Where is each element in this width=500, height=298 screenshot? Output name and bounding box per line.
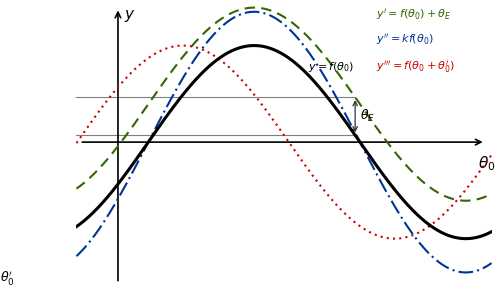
Text: $y'=f(\theta_0)+\theta_E$: $y'=f(\theta_0)+\theta_E$: [376, 7, 452, 22]
Text: $y=f(\theta_0)$: $y=f(\theta_0)$: [308, 60, 354, 74]
Text: $\theta_0'$: $\theta_0'$: [0, 269, 14, 287]
Text: $y$: $y$: [124, 8, 136, 24]
Text: $\theta_E$: $\theta_E$: [360, 108, 376, 124]
Text: $\theta_0$: $\theta_0$: [478, 155, 496, 173]
Text: $y'''=f(\theta_0+\theta_0')$: $y'''=f(\theta_0+\theta_0')$: [376, 59, 455, 75]
Text: $y''=kf(\theta_0)$: $y''=kf(\theta_0)$: [376, 32, 434, 47]
